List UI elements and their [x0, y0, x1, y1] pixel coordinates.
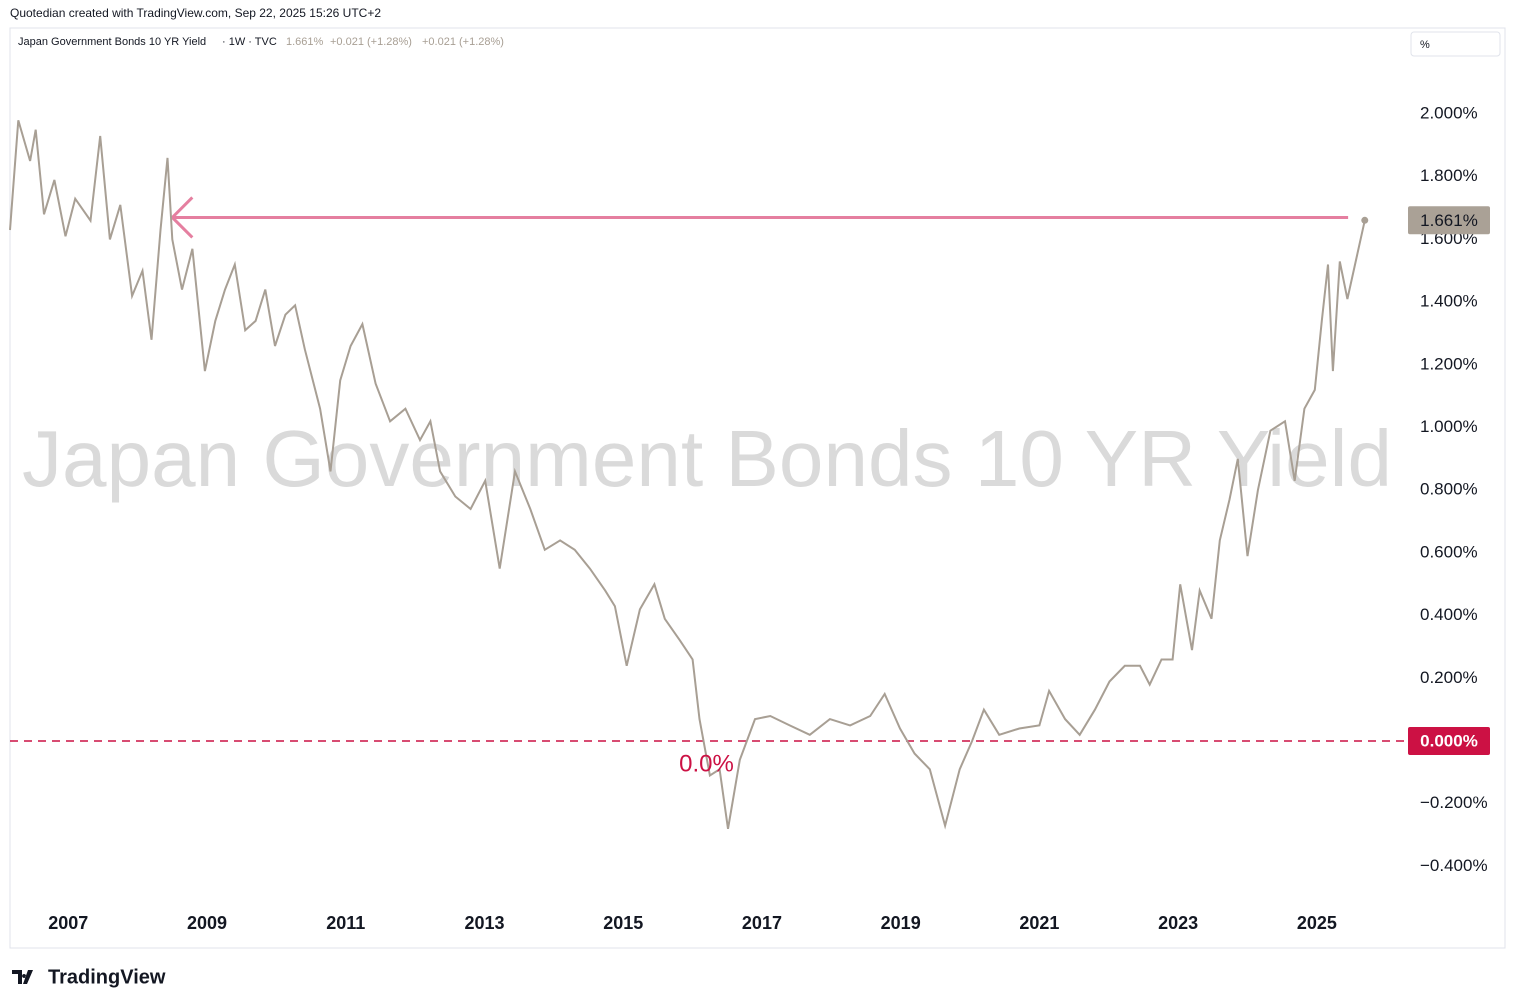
legend-change: +0.021 (+1.28%): [422, 36, 504, 48]
scale-unit[interactable]: %: [1420, 39, 1430, 51]
x-tick-label: 2017: [742, 913, 782, 933]
credit: Quotedian created with TradingView.com, …: [10, 6, 381, 20]
y-tick-label: −0.400%: [1420, 856, 1488, 875]
x-tick-label: 2023: [1158, 913, 1198, 933]
arrow-head: [170, 196, 194, 239]
last-point: [1361, 216, 1369, 224]
y-tick-label: 0.600%: [1420, 542, 1478, 561]
x-tick-label: 2019: [881, 913, 921, 933]
x-tick-label: 2009: [187, 913, 227, 933]
legend-value: 1.661%: [286, 36, 324, 48]
logo-text: TradingView: [48, 966, 166, 988]
y-tick-label: 1.400%: [1420, 292, 1478, 311]
x-tick-label: 2025: [1297, 913, 1337, 933]
y-tick-label: 1.200%: [1420, 354, 1478, 373]
scale-button[interactable]: [1410, 31, 1501, 57]
price-badge: [1408, 727, 1490, 756]
x-tick-label: 2007: [48, 913, 88, 933]
price-badge-label: 1.661%: [1420, 211, 1478, 230]
x-tick-label: 2013: [464, 913, 504, 933]
watermark: Japan Government Bonds 10 YR Yield: [22, 414, 1392, 503]
legend-meta: · 1W · TVC: [222, 36, 277, 48]
logo: TradingView: [12, 966, 166, 988]
frame: [9, 27, 1506, 949]
y-tick-label: 1.000%: [1420, 417, 1478, 436]
y-tick-label: 2.000%: [1420, 104, 1478, 123]
y-tick-label: 0.800%: [1420, 480, 1478, 499]
x-tick-label: 2011: [326, 913, 365, 933]
legend-title: Japan Government Bonds 10 YR Yield: [18, 36, 206, 48]
zero-label: 0.0%: [679, 750, 734, 777]
y-tick-label: 1.800%: [1420, 166, 1478, 185]
price-badge: [1408, 206, 1490, 235]
x-tick-label: 2015: [603, 913, 643, 933]
legend-change: +0.021 (+1.28%): [330, 36, 412, 48]
price-badge-label: 0.000%: [1420, 732, 1478, 751]
y-tick-label: −0.200%: [1420, 793, 1488, 812]
x-tick-label: 2021: [1019, 913, 1059, 933]
y-tick-label: 0.400%: [1420, 605, 1478, 624]
y-tick-label: 0.200%: [1420, 668, 1478, 687]
price-line: [9, 120, 1366, 830]
